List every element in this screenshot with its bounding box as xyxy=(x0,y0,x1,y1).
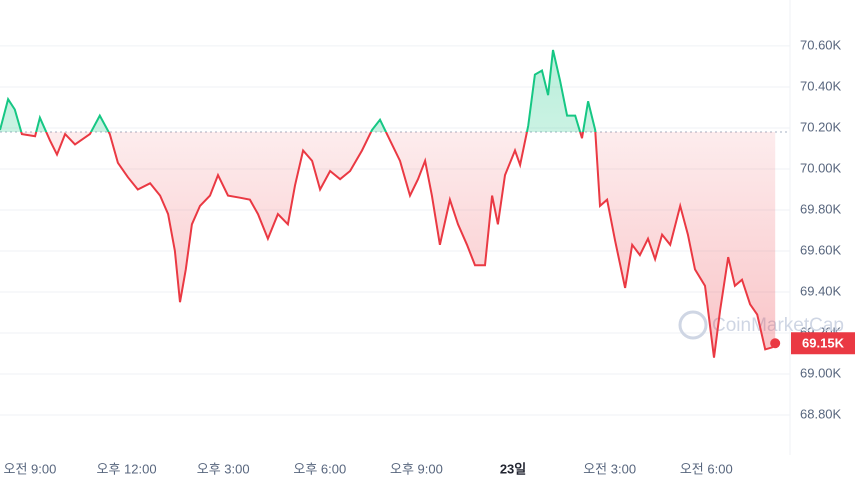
y-tick-label: 70.20K xyxy=(800,119,842,134)
x-tick-label: 오전 6:00 xyxy=(680,461,733,476)
x-tick-label: 오후 9:00 xyxy=(390,461,443,476)
y-tick-label: 70.40K xyxy=(800,78,842,93)
x-tick-label: 오후 3:00 xyxy=(197,461,250,476)
y-tick-label: 69.40K xyxy=(800,283,842,298)
y-tick-label: 70.00K xyxy=(800,160,842,175)
watermark-text: CoinMarketCap xyxy=(712,315,844,336)
x-tick-label: 오후 12:00 xyxy=(97,461,157,476)
y-tick-label: 69.00K xyxy=(800,365,842,380)
watermark: CoinMarketCap xyxy=(678,310,844,340)
last-point xyxy=(770,338,781,349)
line-down xyxy=(20,132,776,358)
y-tick-label: 70.60K xyxy=(800,37,842,52)
y-tick-label: 68.80K xyxy=(800,406,842,421)
x-tick-label: 오전 9:00 xyxy=(4,461,57,476)
watermark-logo xyxy=(678,310,708,340)
area-below xyxy=(21,132,776,358)
x-tick-label: 오후 6:00 xyxy=(293,461,346,476)
y-tick-label: 69.80K xyxy=(800,201,842,216)
price-tag xyxy=(791,332,855,355)
x-tick-label: 23일 xyxy=(500,461,526,476)
y-tick-label: 69.60K xyxy=(800,242,842,257)
price-tag-label: 69.15K xyxy=(802,336,845,351)
x-tick-label: 오전 3:00 xyxy=(583,461,636,476)
